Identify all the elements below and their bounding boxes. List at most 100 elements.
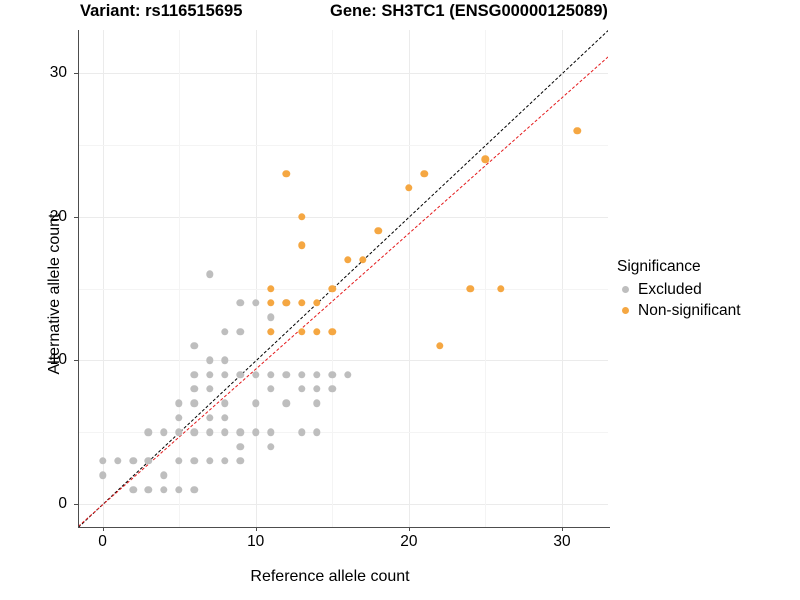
data-point [297,428,306,436]
data-point [267,442,275,451]
data-point [313,385,321,393]
data-point [343,371,352,379]
data-point [236,442,245,451]
data-point [114,457,122,465]
data-point [297,213,306,221]
legend-dot-icon [621,306,630,315]
x-axis-tick [408,527,410,531]
data-point [221,457,229,465]
data-point [190,485,199,494]
data-point [175,399,183,408]
data-point [328,284,336,293]
data-point [435,342,444,350]
data-point [251,428,260,436]
legend-item[interactable]: Non-significant [617,300,797,321]
data-point [206,356,214,365]
data-point [267,327,275,336]
data-point [190,457,199,465]
data-point [98,457,107,465]
y-axis-label: Alternative allele count [46,213,63,375]
x-axis-tick [562,527,564,531]
legend-swatch-icon [617,281,634,298]
gridline-vertical-minor [332,30,334,527]
data-point [221,356,229,365]
x-axis-tick [102,527,104,531]
data-point [267,428,275,436]
gridline-vertical-minor [179,30,181,527]
x-axis-label: Reference allele count [250,568,410,585]
fit-line [78,56,608,527]
gridline-horizontal-minor [78,144,608,146]
data-point [236,299,245,307]
x-axis-tick [255,527,257,531]
gridline-horizontal [78,216,608,218]
data-point [267,385,275,393]
data-point [297,299,306,307]
data-point [190,399,199,408]
data-point [221,414,229,422]
data-point [221,371,229,379]
y-axis-tick-label: 30 [49,64,67,82]
data-point [313,299,321,307]
x-axis-tick-label: 20 [400,533,418,550]
data-point [481,155,490,163]
data-point [206,457,214,465]
title-row: Variant: rs116515695 Gene: SH3TC1 (ENSG0… [0,0,800,30]
data-point [236,428,245,436]
data-point [297,385,306,393]
data-point [160,471,168,479]
data-point [144,428,153,436]
data-point [98,471,107,479]
data-point [497,284,505,293]
data-point [160,485,168,494]
data-point [282,399,291,408]
data-point [190,428,199,436]
data-point [251,371,260,379]
data-point [313,428,321,436]
x-axis-line [78,527,610,529]
data-point [251,299,260,307]
gridline-vertical [562,30,564,527]
data-point [206,371,214,379]
legend-item-label: Excluded [638,280,702,298]
gridline-vertical [408,30,410,527]
plot-area [78,30,608,527]
gridline-horizontal-minor [78,288,608,290]
data-point [313,399,321,408]
data-point [129,457,137,465]
data-point [573,126,582,135]
data-point [190,342,199,350]
data-point [175,414,183,422]
legend-swatch-icon [617,302,634,319]
data-point [160,428,168,436]
data-point [221,428,229,436]
gridline-horizontal [78,360,608,362]
data-point [282,299,291,307]
data-point [297,327,306,336]
y-axis-tick [74,360,78,362]
legend-items: Excluded Non-significant [617,279,797,321]
legend-item[interactable]: Excluded [617,279,797,300]
data-point [175,457,183,465]
data-point [297,241,306,250]
x-axis-tick-label: 0 [98,533,107,550]
data-point [190,371,199,379]
y-axis-tick-label: 20 [49,207,67,225]
legend: Significance Excluded Non-significant [617,258,797,321]
data-point [267,371,275,379]
data-point [206,428,214,436]
data-point [236,371,245,379]
y-axis-tick-label: 10 [49,351,67,369]
data-point [221,399,229,408]
data-point [420,169,428,178]
data-point [236,327,245,336]
data-point [313,371,321,379]
variant-title: Variant: rs116515695 [80,2,243,20]
data-point [206,385,214,393]
data-point [313,327,321,336]
data-point [251,399,260,408]
gridline-vertical [102,30,104,527]
legend-dot-icon [621,285,630,294]
data-point [405,184,413,192]
data-point [221,327,229,336]
